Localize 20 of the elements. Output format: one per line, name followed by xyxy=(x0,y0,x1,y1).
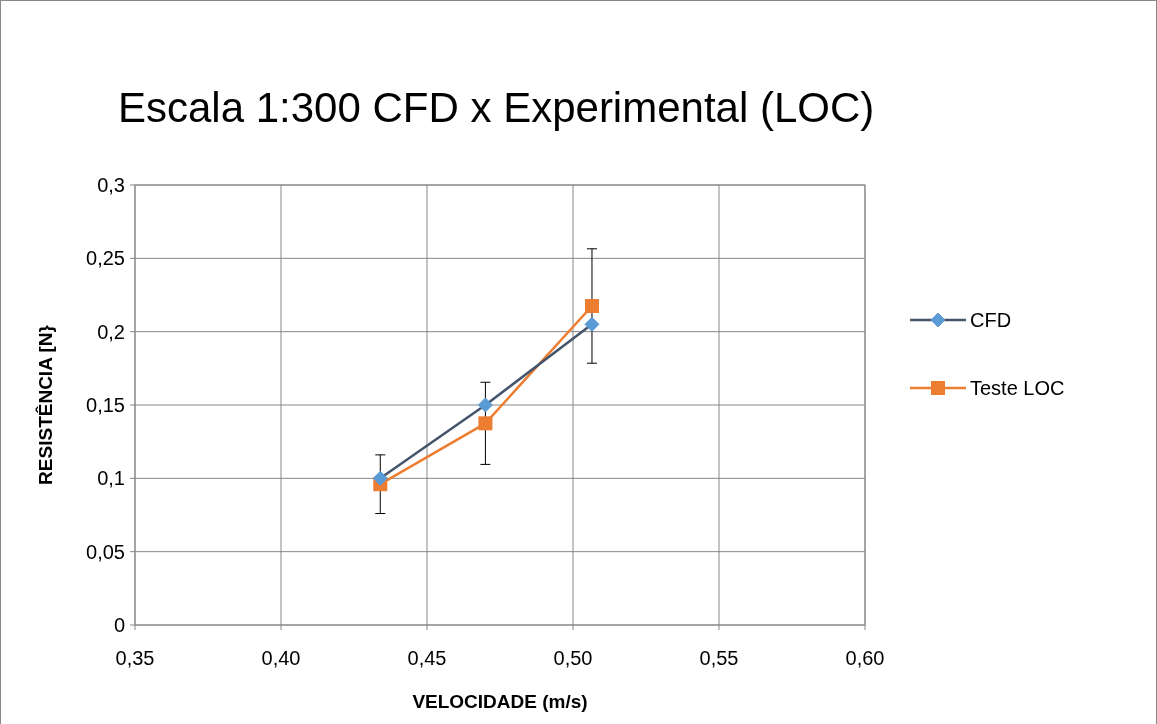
y-tick-label: 0,25 xyxy=(86,247,125,270)
x-tick-label: 0,40 xyxy=(261,647,301,669)
x-tick-label: 0,45 xyxy=(407,647,447,669)
y-tick-label: 0,05 xyxy=(86,540,125,563)
y-tick-label: 0,1 xyxy=(97,467,125,490)
chart-title: Escala 1:300 CFD x Experimental (LOC) xyxy=(118,84,875,131)
legend-label: CFD xyxy=(970,309,1012,331)
x-tick-label: 0,50 xyxy=(553,647,593,669)
x-tick-label: 0,55 xyxy=(699,647,739,669)
x-tick-label: 0,60 xyxy=(845,647,885,669)
x-axis-title: VELOCIDADE (m/s) xyxy=(412,691,588,712)
y-tick-label: 0,3 xyxy=(97,174,125,196)
y-tick-label: 0,2 xyxy=(97,320,125,343)
y-axis-title: RESISTÊNCIA [N} xyxy=(35,324,56,485)
x-tick-label: 0,35 xyxy=(115,647,155,669)
y-tick-label: 0,15 xyxy=(86,394,125,416)
point xyxy=(478,416,493,431)
legend-label: Teste LOC xyxy=(970,377,1065,399)
point xyxy=(584,299,599,313)
y-tick-label: 0 xyxy=(113,614,125,636)
